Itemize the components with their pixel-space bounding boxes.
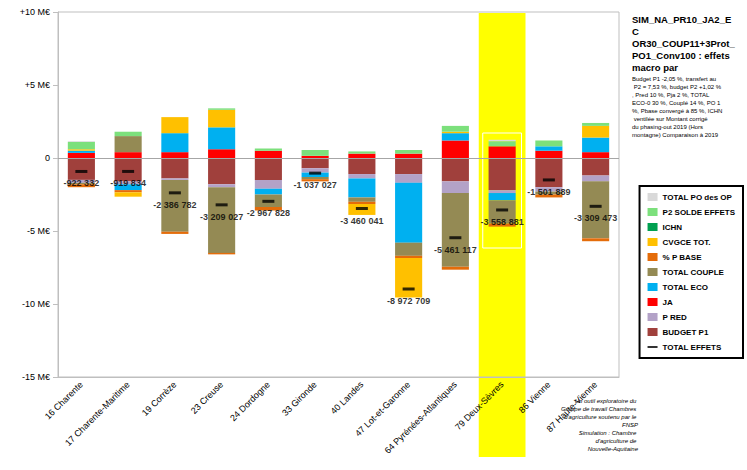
svg-text:FNSP: FNSP bbox=[622, 422, 638, 428]
svg-text:47 Lot-et-Garonne: 47 Lot-et-Garonne bbox=[353, 379, 413, 439]
svg-text:40 Landes: 40 Landes bbox=[329, 379, 366, 416]
svg-text:SIM_NA_PR10_JA2_E: SIM_NA_PR10_JA2_E bbox=[632, 14, 731, 25]
svg-text:TOTAL ECO: TOTAL ECO bbox=[663, 283, 708, 292]
svg-text:BUDGET P1: BUDGET P1 bbox=[663, 328, 709, 337]
svg-text:ECO-0 30 %, Couplé 14 %, PO 1: ECO-0 30 %, Couplé 14 %, PO 1 bbox=[632, 100, 722, 106]
svg-text:OR30_COUP11+3Prot_: OR30_COUP11+3Prot_ bbox=[632, 38, 737, 49]
svg-text:TOTAL PO des OP: TOTAL PO des OP bbox=[663, 193, 733, 202]
svg-text:87 Haute-Vienne: 87 Haute-Vienne bbox=[544, 379, 600, 435]
svg-text:macro par: macro par bbox=[632, 62, 678, 73]
svg-text:PO1_Conv100 : effets: PO1_Conv100 : effets bbox=[632, 50, 732, 61]
svg-text:79 Deux-Sèvres: 79 Deux-Sèvres bbox=[453, 379, 506, 432]
svg-text:24 Dordogne: 24 Dordogne bbox=[228, 379, 272, 423]
svg-text:TOTAL EFFETS: TOTAL EFFETS bbox=[663, 343, 722, 352]
svg-text:-3 460 041: -3 460 041 bbox=[340, 216, 383, 226]
svg-text:Un outil exploratoire du: Un outil exploratoire du bbox=[575, 398, 638, 404]
svg-text:ICHN: ICHN bbox=[663, 223, 683, 232]
svg-text:%, Pbase convergé à 85 %, ICHN: %, Pbase convergé à 85 %, ICHN bbox=[632, 108, 722, 114]
svg-text:% P BASE: % P BASE bbox=[663, 253, 703, 262]
svg-text:-3 558 881: -3 558 881 bbox=[481, 217, 524, 227]
svg-text:, Pred 10 %, Pja 2 %, TOTAL: , Pred 10 %, Pja 2 %, TOTAL bbox=[632, 92, 711, 98]
svg-text:Budget P1 -2,05 %, transfert a: Budget P1 -2,05 %, transfert au bbox=[632, 76, 716, 82]
svg-text:-5 461 117: -5 461 117 bbox=[434, 245, 477, 255]
svg-text:86 Vienne: 86 Vienne bbox=[517, 379, 553, 415]
svg-text:-2 386 782: -2 386 782 bbox=[153, 200, 196, 210]
svg-text:19 Corrèze: 19 Corrèze bbox=[140, 379, 179, 418]
svg-text:TOTAL COUPLE: TOTAL COUPLE bbox=[663, 268, 725, 277]
svg-text:montagne) Comparaison à 2019: montagne) Comparaison à 2019 bbox=[632, 132, 719, 138]
svg-text:-2 967 828: -2 967 828 bbox=[247, 208, 290, 218]
svg-text:-1 501 889: -1 501 889 bbox=[527, 187, 570, 197]
svg-text:64 Pyrénées-Atlantiques: 64 Pyrénées-Atlantiques bbox=[383, 379, 460, 456]
svg-text:-3 209 027: -3 209 027 bbox=[200, 212, 243, 222]
svg-text:-922 332: -922 332 bbox=[64, 178, 100, 188]
svg-text:-1 037 027: -1 037 027 bbox=[294, 180, 337, 190]
svg-text:0: 0 bbox=[45, 153, 50, 163]
svg-text:-3 309 473: -3 309 473 bbox=[574, 213, 617, 223]
svg-text:-8 972 709: -8 972 709 bbox=[387, 296, 430, 306]
svg-text:16 Charente: 16 Charente bbox=[43, 379, 85, 421]
svg-text:Simulation : Chambre: Simulation : Chambre bbox=[579, 430, 638, 436]
svg-text:d'agriculture de: d'agriculture de bbox=[595, 438, 638, 444]
svg-text:ventilée sur Montant corrigé: ventilée sur Montant corrigé bbox=[632, 116, 709, 122]
svg-text:Nouvelle-Aquitaine: Nouvelle-Aquitaine bbox=[588, 446, 639, 452]
svg-text:d'agriculture soutenu par le: d'agriculture soutenu par le bbox=[564, 414, 638, 420]
svg-text:Groupe de travail Chambres: Groupe de travail Chambres bbox=[561, 406, 638, 412]
svg-text:P2 SOLDE EFFETS: P2 SOLDE EFFETS bbox=[663, 208, 736, 217]
svg-text:C: C bbox=[632, 26, 642, 37]
svg-text:CVGCE TOT.: CVGCE TOT. bbox=[663, 238, 711, 247]
svg-text:-919 834: -919 834 bbox=[110, 178, 146, 188]
svg-text:JA: JA bbox=[663, 298, 673, 307]
svg-text:P RED: P RED bbox=[663, 313, 688, 322]
svg-text:+5 M€: +5 M€ bbox=[25, 80, 50, 90]
svg-text:du phasing-out 2019 (Hors: du phasing-out 2019 (Hors bbox=[632, 124, 705, 130]
svg-text:23 Creuse: 23 Creuse bbox=[189, 379, 225, 415]
svg-text:17 Charente-Maritime: 17 Charente-Maritime bbox=[63, 379, 132, 448]
svg-text:P2 = 7,53 %, budget P2 +1,02 %: P2 = 7,53 %, budget P2 +1,02 % bbox=[632, 84, 722, 90]
svg-text:-15 M€: -15 M€ bbox=[22, 372, 50, 382]
svg-text:33 Gironde: 33 Gironde bbox=[280, 379, 319, 418]
svg-text:-10 M€: -10 M€ bbox=[22, 299, 50, 309]
svg-text:-5 M€: -5 M€ bbox=[27, 226, 50, 236]
svg-text:+10 M€: +10 M€ bbox=[20, 7, 50, 17]
